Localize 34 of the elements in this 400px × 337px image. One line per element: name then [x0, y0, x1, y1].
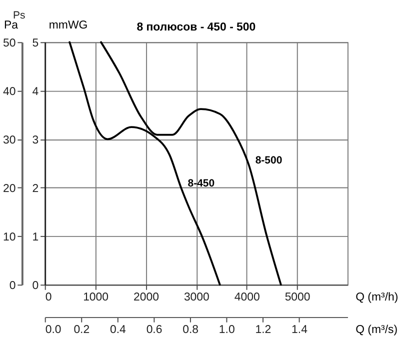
- x2-tick-label: 0.4: [110, 324, 127, 336]
- y-tick-label: 20: [3, 182, 16, 195]
- x-tick-label: 4000: [234, 291, 260, 304]
- x2-axis-title: Q (m³/s): [356, 324, 398, 336]
- y2-tick-label: 4: [32, 86, 40, 98]
- x-tick-label: 2000: [133, 291, 159, 304]
- x2-tick-label: 1.4: [292, 324, 308, 336]
- y-tick-label: 10: [3, 231, 16, 244]
- x-tick-label: 3000: [184, 291, 210, 304]
- x2-tick-label: 0.6: [146, 324, 162, 336]
- y2-tick-label: 3: [32, 134, 39, 146]
- x2-tick-label: 1.2: [255, 324, 272, 336]
- series-label: 8-500: [255, 154, 282, 166]
- x-axis-title: Q (m³/h): [356, 291, 398, 304]
- y2-tick-label: 1: [32, 231, 39, 244]
- y-tick-label: 0: [9, 280, 16, 292]
- text: Ps: [12, 9, 26, 22]
- x2-tick-label: 0.2: [74, 324, 90, 336]
- x-tick-label: 1000: [83, 291, 109, 304]
- x-tick-label: 0: [45, 291, 52, 304]
- y-tick-label: 30: [3, 134, 16, 146]
- y-axis-title: Pa: [4, 19, 19, 32]
- y2-axis-title: mmWG: [48, 19, 88, 32]
- chart-title: 8 полюсов - 450 - 500: [136, 22, 256, 34]
- y2-tick-label: 5: [32, 37, 39, 50]
- x2-tick-label: 0.0: [45, 324, 62, 336]
- x-tick-label: 5000: [284, 291, 310, 304]
- y2-tick-label: 0: [32, 280, 39, 292]
- y2-tick-label: 2: [32, 182, 39, 195]
- x2-tick-label: 0.8: [182, 324, 199, 336]
- series-label: 8-450: [188, 178, 215, 190]
- y-tick-label: 50: [3, 37, 16, 50]
- y-tick-label: 40: [3, 86, 16, 98]
- x2-tick-label: 1.0: [218, 324, 235, 336]
